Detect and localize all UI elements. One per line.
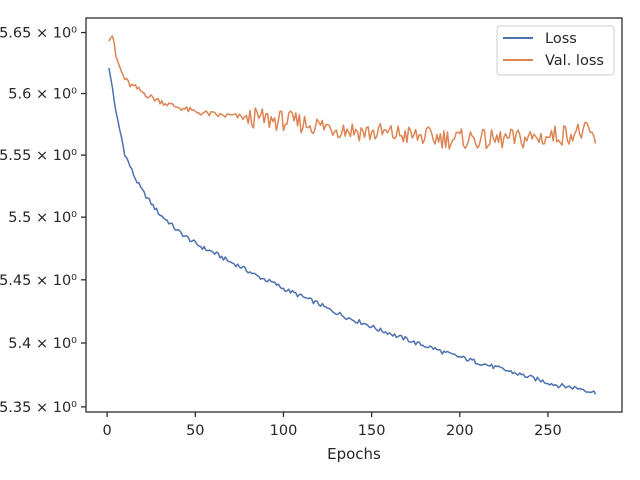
y-tick-label: 5.5 × 10⁰ bbox=[8, 210, 77, 226]
series-layer bbox=[108, 35, 597, 395]
legend-label-val-loss: Val. loss bbox=[545, 53, 604, 69]
x-tick-label: 200 bbox=[446, 423, 474, 439]
x-tick-label: 0 bbox=[103, 423, 112, 439]
y-tick-label: 5.4 × 10⁰ bbox=[8, 336, 77, 352]
y-tick-label: 5.6 × 10⁰ bbox=[8, 87, 77, 103]
y-tick-label: 5.55 × 10⁰ bbox=[0, 148, 77, 164]
axes-layer: 0 50 100 150 200 250 5.35 × 10⁰ 5.4 × 10⁰ 5.45 ×… bbox=[0, 17, 623, 439]
axes-frame bbox=[85, 17, 623, 413]
x-tick-label: 50 bbox=[186, 423, 204, 439]
series-line-loss bbox=[108, 67, 597, 395]
x-tick-label: 100 bbox=[270, 423, 298, 439]
y-tick-label: 5.65 × 10⁰ bbox=[0, 26, 77, 42]
plot-background bbox=[86, 18, 622, 412]
x-tick-label: 150 bbox=[358, 423, 386, 439]
plot-area bbox=[86, 18, 622, 412]
legend-label-loss: Loss bbox=[545, 31, 577, 47]
y-tick-label: 5.35 × 10⁰ bbox=[0, 400, 77, 416]
y-tick-label: 5.45 × 10⁰ bbox=[0, 273, 77, 289]
x-tick-label: 250 bbox=[534, 423, 562, 439]
series-line-val-loss bbox=[108, 35, 597, 150]
legend: Loss Val. loss bbox=[496, 25, 615, 76]
x-axis-title: Epochs bbox=[327, 445, 381, 463]
